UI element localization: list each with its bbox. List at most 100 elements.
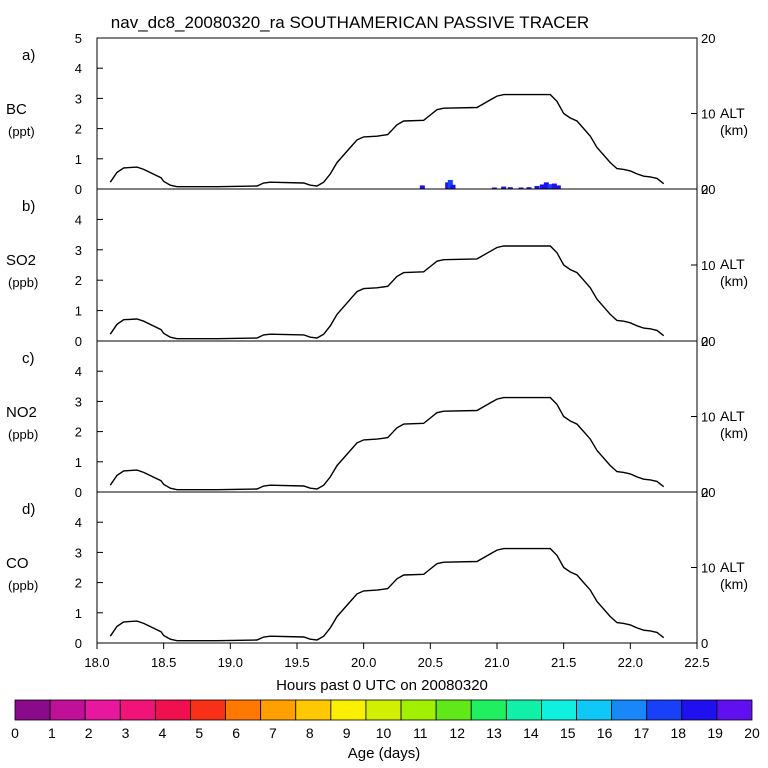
tracer-bar bbox=[447, 179, 453, 189]
x-axis-label: Hours past 0 UTC on 20080320 bbox=[276, 677, 488, 694]
colorbar-swatch bbox=[646, 699, 683, 721]
tracer-bar bbox=[539, 184, 545, 189]
colorbar-swatch bbox=[576, 699, 613, 721]
colorbar-swatch bbox=[190, 699, 226, 721]
y-tick-label: 3 bbox=[75, 243, 82, 258]
colorbar-tick-label: 3 bbox=[122, 725, 130, 741]
colorbar-tick-label: 16 bbox=[597, 725, 613, 741]
y-tick-label: 4 bbox=[75, 212, 82, 227]
colorbar-tick-label: 5 bbox=[195, 725, 203, 741]
y-tick-label: 1 bbox=[75, 455, 82, 470]
x-tick-label: 18.5 bbox=[151, 655, 176, 670]
colorbar-tick-label: 8 bbox=[306, 725, 314, 741]
panel-label: c) bbox=[22, 350, 35, 367]
panel-no2: 0 1 2 3 4 0 10 20 ALT(km) c) NO2 (ppb) bbox=[6, 334, 748, 500]
colorbar-swatch bbox=[681, 699, 718, 721]
colorbar-swatch bbox=[365, 699, 402, 721]
colorbar-swatch bbox=[49, 699, 86, 721]
panel-co: 0 1 2 3 4 0 10 20 ALT(km) d) CO (ppb) bbox=[6, 485, 748, 651]
tracer-bar bbox=[507, 187, 513, 189]
alt-axis-label: ALT bbox=[720, 256, 745, 272]
alt-axis-units: (km) bbox=[720, 122, 748, 138]
colorbar-tick-label: 19 bbox=[707, 725, 723, 741]
x-tick-label: 19.0 bbox=[218, 655, 243, 670]
alt-tick-label: 10 bbox=[701, 561, 715, 576]
alt-tick-label: 0 bbox=[701, 485, 708, 500]
tracer-bar bbox=[445, 182, 451, 189]
colorbar-tick-label: 15 bbox=[560, 725, 576, 741]
colorbar: 0 1 2 3 4 5 6 7 8 9 10 11 12 13 14 15 16 17 18 19 20 bbox=[11, 699, 760, 741]
y-tick-label: 2 bbox=[75, 273, 82, 288]
alt-axis-label: ALT bbox=[720, 105, 745, 121]
y-tick-label: 1 bbox=[75, 606, 82, 621]
tracer-bar bbox=[501, 186, 507, 189]
colorbar-tick-label: 1 bbox=[48, 725, 56, 741]
alt-tick-label: 20 bbox=[701, 485, 715, 500]
species-label: CO bbox=[6, 555, 29, 572]
colorbar-swatch bbox=[541, 699, 577, 721]
colorbar-tick-label: 9 bbox=[343, 725, 351, 741]
colorbar-tick-label: 14 bbox=[523, 725, 539, 741]
colorbar-swatch bbox=[435, 699, 472, 721]
colorbar-swatch bbox=[470, 699, 507, 721]
colorbar-swatch bbox=[14, 699, 51, 721]
species-label: NO2 bbox=[6, 404, 37, 421]
x-tick-label: 22.5 bbox=[684, 655, 709, 670]
panel-frame bbox=[96, 37, 698, 190]
panel-label: b) bbox=[22, 198, 35, 215]
x-tick-label: 18.0 bbox=[84, 655, 109, 670]
colorbar-swatch bbox=[225, 699, 262, 721]
colorbar-swatch bbox=[84, 699, 121, 721]
x-tick-label: 21.5 bbox=[551, 655, 576, 670]
colorbar-tick-label: 10 bbox=[376, 725, 392, 741]
y-tick-label: 2 bbox=[75, 576, 82, 591]
tracer-bar bbox=[526, 187, 532, 189]
tracer-bar bbox=[534, 185, 540, 189]
colorbar-swatch bbox=[716, 699, 753, 721]
y-tick-label: 0 bbox=[75, 182, 82, 197]
y-tick-label: 4 bbox=[75, 515, 82, 530]
y-tick-label: 3 bbox=[75, 394, 82, 409]
alt-axis-label: ALT bbox=[720, 408, 745, 424]
alt-tick-label: 10 bbox=[701, 107, 715, 122]
colorbar-tick-label: 20 bbox=[744, 725, 760, 741]
panel-label: a) bbox=[22, 47, 35, 64]
species-units: (ppt) bbox=[8, 124, 35, 139]
y-tick-label: 3 bbox=[75, 545, 82, 560]
altitude-line bbox=[109, 93, 665, 188]
alt-tick-label: 20 bbox=[701, 334, 715, 349]
colorbar-tick-label: 0 bbox=[11, 725, 19, 741]
x-axis: 18.0 18.5 19.0 19.5 20.0 20.5 21.0 21.5 22.0 22.5 bbox=[84, 643, 710, 670]
y-tick-label: 3 bbox=[75, 91, 82, 106]
panel-so2: 0 1 2 3 4 0 10 20 ALT(km) b) SO2 (ppb) bbox=[6, 182, 748, 349]
colorbar-swatch bbox=[260, 699, 297, 721]
alt-tick-label: 10 bbox=[701, 410, 715, 425]
x-tick-label: 20.0 bbox=[351, 655, 376, 670]
alt-tick-label: 20 bbox=[701, 182, 715, 197]
tracer-bar bbox=[547, 184, 553, 189]
y-tick-label: 1 bbox=[75, 304, 82, 319]
species-units: (ppb) bbox=[8, 578, 38, 593]
panel-frame bbox=[96, 491, 698, 644]
tracer-bar bbox=[555, 185, 561, 189]
altitude-line bbox=[109, 396, 665, 491]
colorbar-tick-label: 18 bbox=[671, 725, 687, 741]
x-tick-label: 22.0 bbox=[618, 655, 643, 670]
species-units: (ppb) bbox=[8, 275, 38, 290]
alt-axis-units: (km) bbox=[720, 273, 748, 289]
y-tick-label: 0 bbox=[75, 334, 82, 349]
y-tick-label: 0 bbox=[75, 485, 82, 500]
colorbar-tick-label: 6 bbox=[232, 725, 240, 741]
colorbar-swatch bbox=[611, 699, 648, 721]
colorbar-swatch bbox=[505, 699, 542, 721]
alt-tick-label: 10 bbox=[701, 258, 715, 273]
colorbar-swatch bbox=[400, 699, 437, 721]
colorbar-tick-label: 12 bbox=[449, 725, 465, 741]
x-tick-label: 21.0 bbox=[484, 655, 509, 670]
y-tick-label: 4 bbox=[75, 364, 82, 379]
colorbar-tick-label: 17 bbox=[634, 725, 650, 741]
panel-frame bbox=[96, 340, 698, 493]
alt-axis-units: (km) bbox=[720, 425, 748, 441]
panel-label: d) bbox=[22, 501, 35, 518]
